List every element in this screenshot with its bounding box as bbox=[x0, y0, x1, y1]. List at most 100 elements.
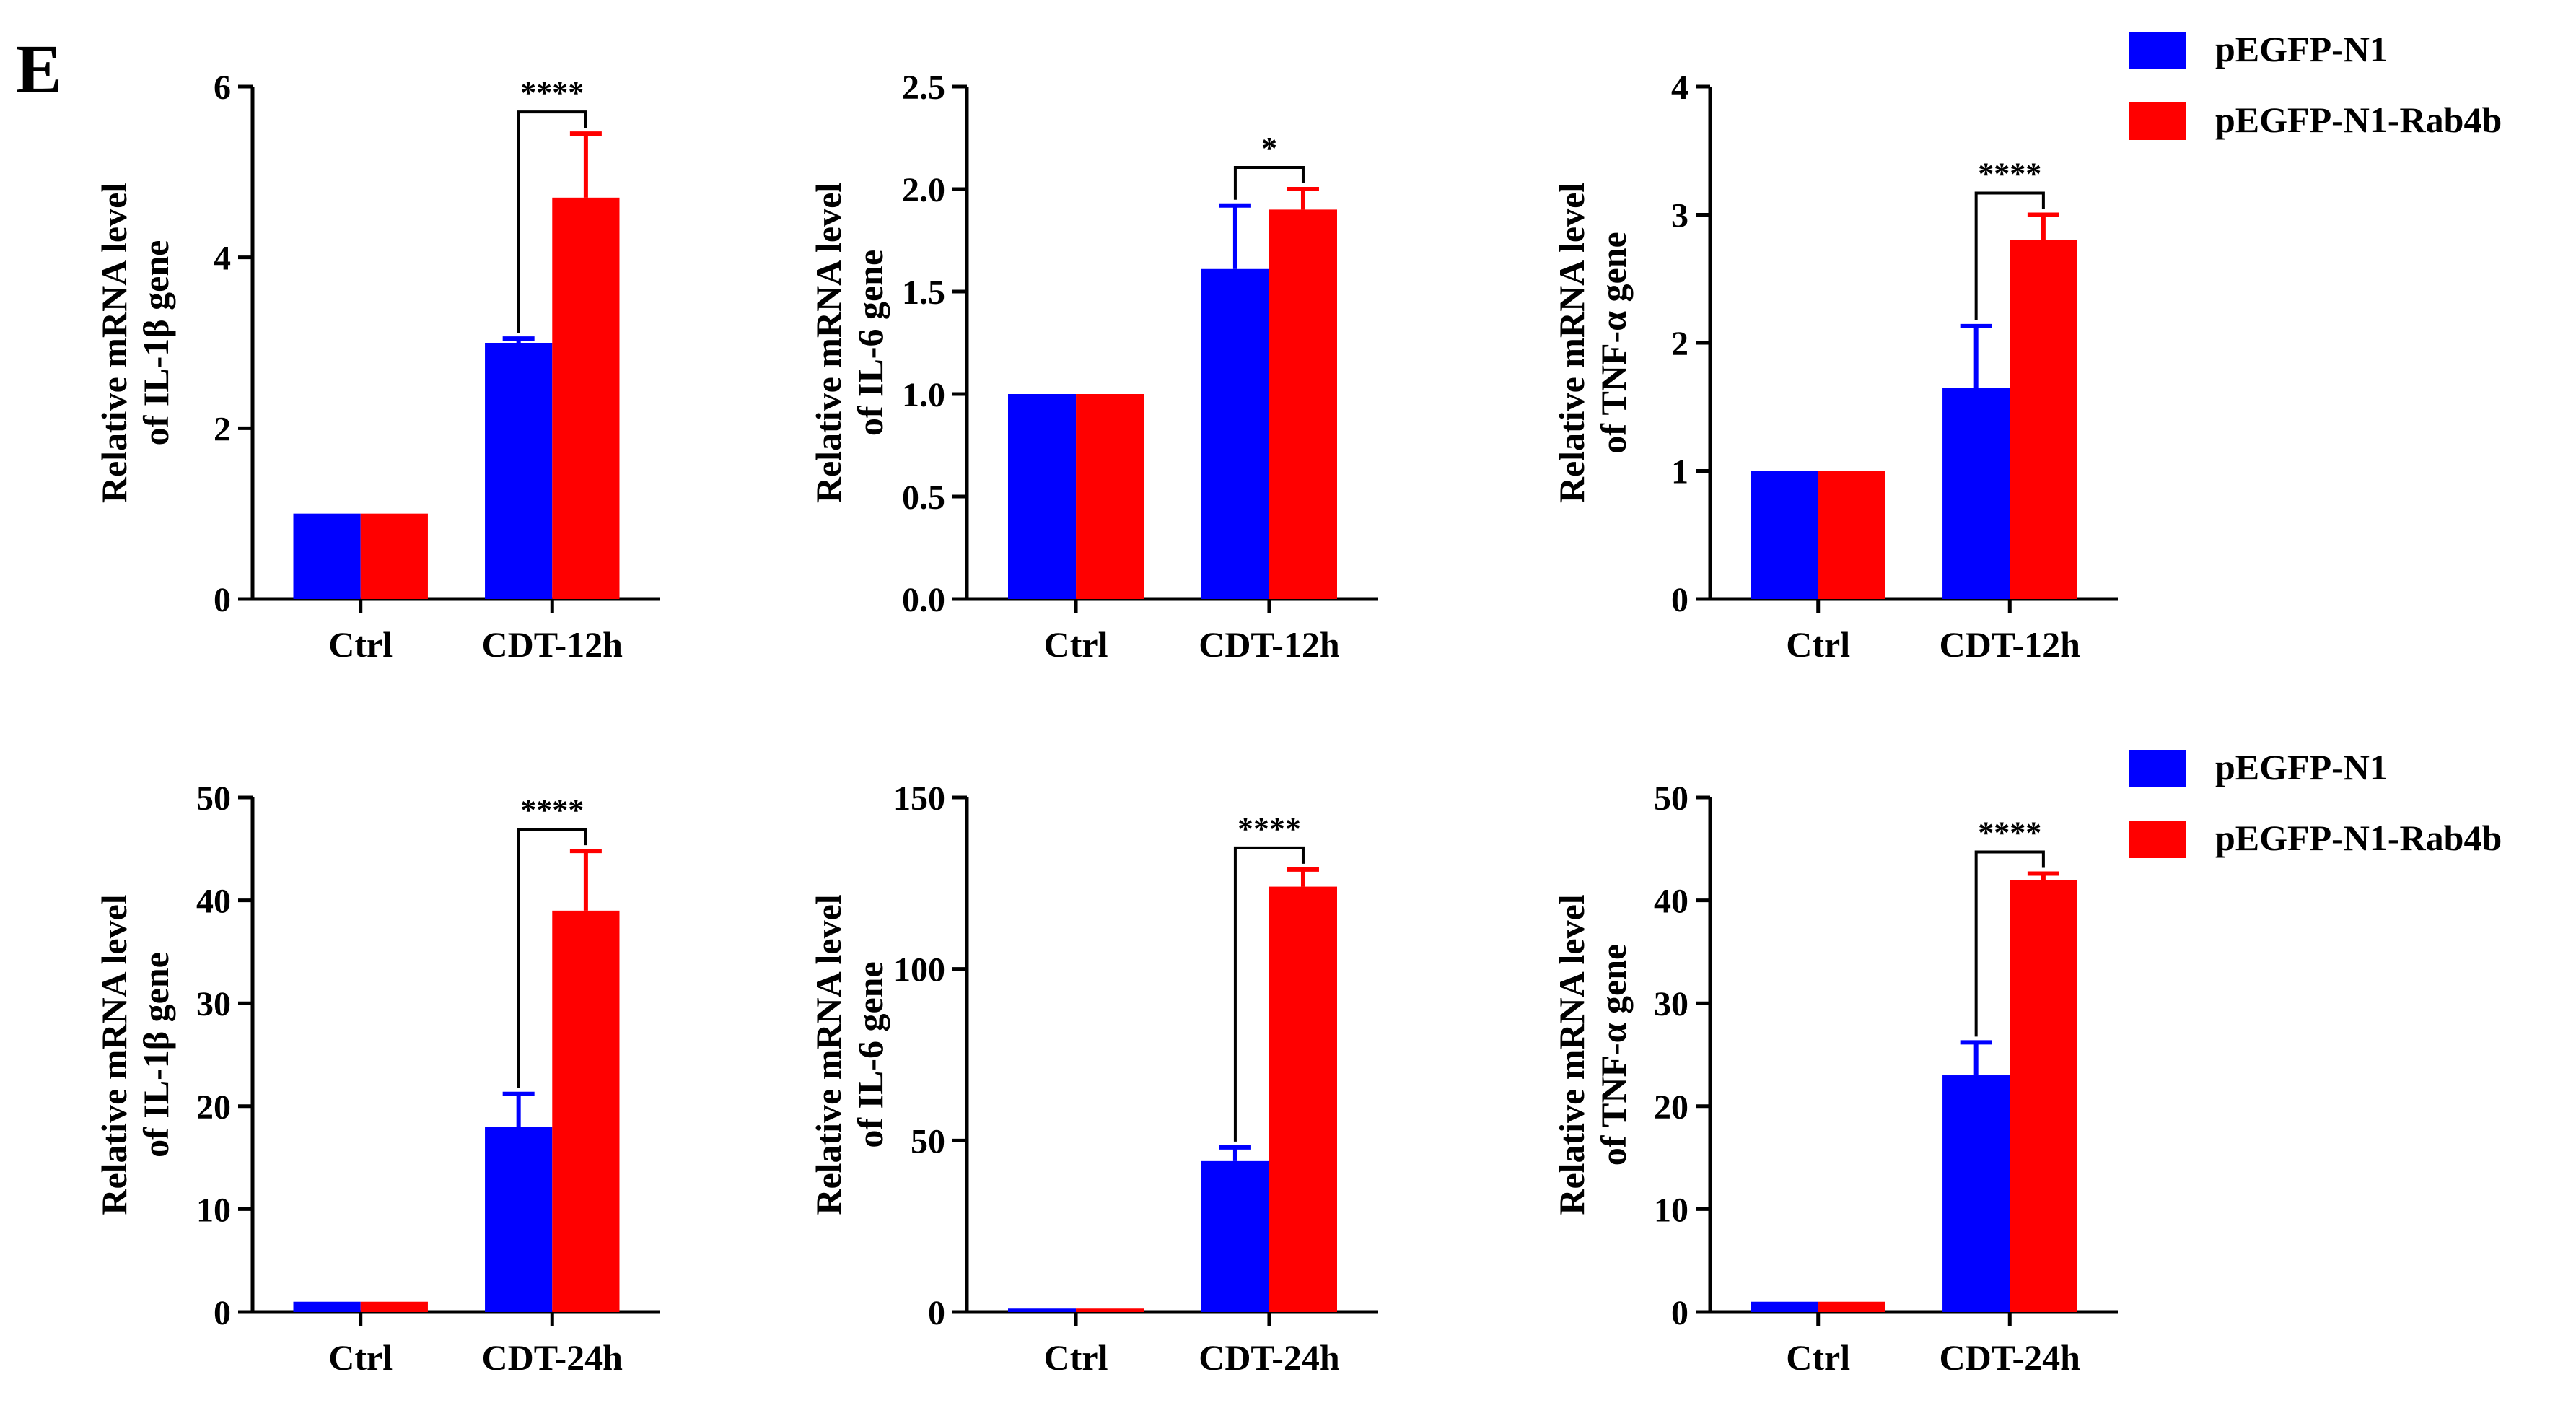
y-tick-label: 0 bbox=[1671, 581, 1688, 619]
bar-pegfp-n1-rab4b bbox=[2010, 880, 2077, 1312]
legend-swatch bbox=[2129, 32, 2186, 69]
y-tick-label: 10 bbox=[1654, 1191, 1688, 1229]
significance-label: **** bbox=[520, 75, 584, 110]
y-tick-label: 30 bbox=[1654, 985, 1688, 1023]
y-axis-label: Relative mRNA level bbox=[1551, 894, 1592, 1215]
y-tick-label: 50 bbox=[911, 1122, 945, 1160]
x-tick-label: CDT-12h bbox=[482, 624, 623, 665]
y-axis-label: Relative mRNA level bbox=[808, 183, 849, 503]
y-tick-label: 10 bbox=[196, 1191, 231, 1229]
chart-6: 0 10 20 30 40 50 Relative mRNA level of TNF-α g… bbox=[1551, 779, 2118, 1378]
legend-swatch bbox=[2129, 102, 2186, 140]
y-axis-label: Relative mRNA level bbox=[1551, 183, 1592, 503]
y-tick-label: 50 bbox=[196, 779, 231, 818]
y-tick-label: 0.5 bbox=[902, 478, 945, 517]
y-tick-label: 50 bbox=[1654, 779, 1688, 818]
y-tick-label: 4 bbox=[1671, 69, 1688, 107]
significance-label: * bbox=[1261, 131, 1277, 166]
chart-3: 0 1 2 3 4 Relative mRNA level of TNF-α gene Ctr… bbox=[1551, 69, 2118, 665]
x-tick-label: CDT-12h bbox=[1199, 624, 1340, 665]
bar-pegfp-n1 bbox=[1751, 1301, 1818, 1312]
bar-pegfp-n1-rab4b bbox=[360, 1301, 428, 1312]
bar-pegfp-n1 bbox=[1201, 1160, 1269, 1312]
y-tick-label: 30 bbox=[196, 985, 231, 1023]
x-tick-label: CDT-12h bbox=[1940, 624, 2081, 665]
y-tick-label: 20 bbox=[1654, 1088, 1688, 1127]
bar-pegfp-n1-rab4b bbox=[1818, 471, 1885, 599]
y-axis-label: Relative mRNA level bbox=[808, 894, 849, 1215]
significance-label: **** bbox=[1237, 811, 1301, 847]
y-axis-label: of IL-6 gene bbox=[850, 961, 890, 1147]
bar-pegfp-n1-rab4b bbox=[552, 910, 620, 1312]
significance-bracket bbox=[517, 828, 587, 1088]
bar-pegfp-n1 bbox=[1751, 471, 1818, 599]
x-tick-label: CDT-24h bbox=[482, 1337, 623, 1378]
x-tick-label: Ctrl bbox=[1044, 1337, 1108, 1378]
y-axis-label: of IL-1β gene bbox=[136, 240, 176, 446]
y-tick-label: 0.0 bbox=[902, 581, 945, 619]
y-axis-label: of TNF-α gene bbox=[1593, 944, 1634, 1166]
y-axis-label: of IL-6 gene bbox=[850, 250, 890, 436]
y-axis-label: of TNF-α gene bbox=[1593, 232, 1634, 454]
legend-swatch bbox=[2129, 750, 2186, 787]
x-tick-label: Ctrl bbox=[1044, 624, 1108, 665]
bar-pegfp-n1 bbox=[1942, 388, 2010, 599]
y-tick-label: 0 bbox=[214, 1294, 231, 1332]
x-tick-label: Ctrl bbox=[1786, 1337, 1850, 1378]
legend-swatch bbox=[2129, 821, 2186, 858]
chart-4: 0 10 20 30 40 50 Relative mRNA level of IL-1β g… bbox=[94, 779, 660, 1378]
y-tick-label: 40 bbox=[196, 883, 231, 921]
chart-1: 0 2 4 6 Relative mRNA level of IL-1β gene Ctrl… bbox=[94, 69, 660, 665]
y-tick-label: 20 bbox=[196, 1088, 231, 1127]
chart-5: 0 50 100 150 Relative mRNA level of IL-6 gene… bbox=[808, 779, 1378, 1378]
y-tick-label: 2.0 bbox=[902, 171, 945, 209]
x-tick-label: CDT-24h bbox=[1199, 1337, 1340, 1378]
y-tick-label: 2 bbox=[1671, 325, 1688, 363]
y-tick-label: 2.5 bbox=[902, 69, 945, 107]
y-axis-label: Relative mRNA level bbox=[94, 894, 134, 1215]
legend-label: pEGFP-N1 bbox=[2215, 29, 2388, 69]
bar-pegfp-n1 bbox=[1008, 394, 1077, 599]
legend-label: pEGFP-N1-Rab4b bbox=[2215, 100, 2502, 140]
significance-bracket bbox=[517, 110, 587, 333]
bar-pegfp-n1-rab4b bbox=[2010, 240, 2077, 599]
x-tick-label: Ctrl bbox=[328, 624, 393, 665]
significance-bracket bbox=[1974, 191, 2045, 320]
y-tick-label: 4 bbox=[214, 240, 231, 278]
y-tick-label: 40 bbox=[1654, 883, 1688, 921]
bar-pegfp-n1-rab4b bbox=[1076, 1308, 1144, 1312]
bar-pegfp-n1 bbox=[485, 1127, 553, 1312]
bar-pegfp-n1-rab4b bbox=[552, 197, 620, 599]
bar-pegfp-n1-rab4b bbox=[1269, 886, 1337, 1312]
legend-label: pEGFP-N1 bbox=[2215, 747, 2388, 787]
legend-label: pEGFP-N1-Rab4b bbox=[2215, 818, 2502, 858]
y-tick-label: 3 bbox=[1671, 197, 1688, 235]
significance-bracket bbox=[1233, 166, 1305, 200]
y-tick-label: 1 bbox=[1671, 453, 1688, 491]
y-axis-label: Relative mRNA level bbox=[94, 183, 134, 503]
y-tick-label: 0 bbox=[1671, 1294, 1688, 1332]
significance-bracket bbox=[1233, 846, 1305, 1142]
bar-pegfp-n1 bbox=[1008, 1308, 1077, 1312]
y-tick-label: 150 bbox=[893, 779, 945, 818]
bar-pegfp-n1 bbox=[1201, 268, 1269, 599]
y-axis-label: of IL-1β gene bbox=[136, 952, 176, 1158]
y-tick-label: 0 bbox=[928, 1294, 945, 1332]
y-tick-label: 1.5 bbox=[902, 274, 945, 312]
y-tick-label: 100 bbox=[893, 951, 945, 989]
x-tick-label: Ctrl bbox=[328, 1337, 393, 1378]
x-tick-label: CDT-24h bbox=[1940, 1337, 2081, 1378]
chart-2: 0.0 0.5 1.0 1.5 2.0 2.5 Relative mRNA level of … bbox=[808, 69, 1378, 665]
bar-pegfp-n1 bbox=[485, 343, 553, 599]
bar-pegfp-n1-rab4b bbox=[1076, 394, 1144, 599]
y-tick-label: 2 bbox=[214, 410, 231, 448]
y-tick-label: 0 bbox=[214, 581, 231, 619]
bar-pegfp-n1-rab4b bbox=[1269, 209, 1337, 599]
bar-pegfp-n1-rab4b bbox=[360, 513, 428, 599]
y-tick-label: 1.0 bbox=[902, 376, 945, 414]
significance-label: **** bbox=[1978, 815, 2041, 851]
bar-pegfp-n1-rab4b bbox=[1818, 1301, 1885, 1312]
bar-pegfp-n1 bbox=[1942, 1075, 2010, 1312]
